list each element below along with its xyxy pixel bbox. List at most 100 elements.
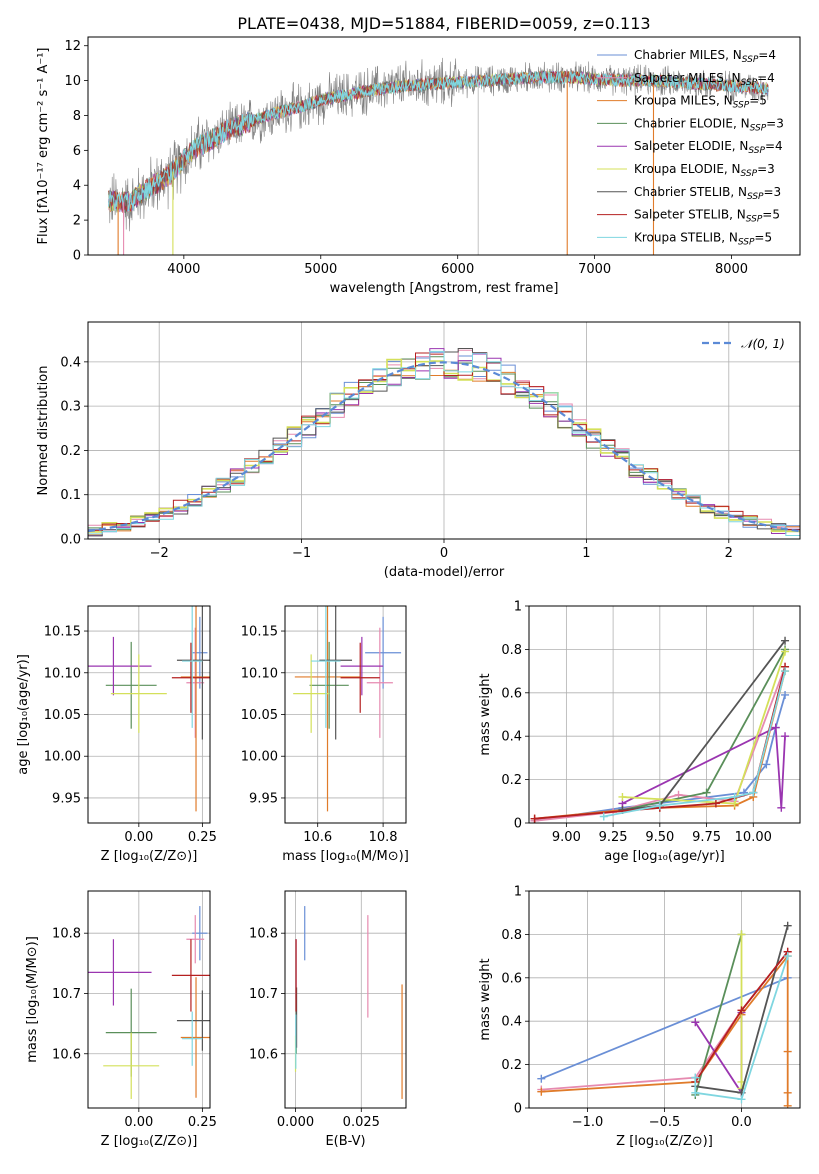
x-tick-label: −1 <box>292 546 311 561</box>
x-tick-label: 8000 <box>715 262 748 277</box>
x-tick-label: 9.00 <box>552 830 581 845</box>
y-axis-label: age [log₁₀(age/yr)] <box>16 654 31 775</box>
x-tick-label: −0.5 <box>649 1115 681 1130</box>
weight-marker <box>537 1074 546 1083</box>
weight-marker <box>749 788 758 797</box>
y-tick-label: 0.3 <box>60 400 81 415</box>
weight-marker <box>783 921 792 930</box>
plot-area <box>537 921 792 1108</box>
axes-frame <box>284 890 407 1109</box>
y-tick-label: 10.15 <box>241 625 278 640</box>
y-tick-label: 0.8 <box>501 928 522 943</box>
x-tick-label: 9.75 <box>692 830 721 845</box>
x-tick-label: 0.00 <box>124 830 153 845</box>
x-tick-label: 9.50 <box>645 830 674 845</box>
x-axis-label: Z [log₁₀(Z/Z⊙)] <box>101 849 198 864</box>
y-tick-label: 8 <box>73 109 81 124</box>
y-axis-label: mass weight <box>478 958 493 1040</box>
weight-marker <box>737 1095 746 1104</box>
weight-marker <box>618 792 627 801</box>
weight-marker <box>781 647 790 656</box>
weight-marker <box>781 636 790 645</box>
y-tick-label: 0.2 <box>60 444 81 459</box>
weight-marker <box>762 760 771 769</box>
axes-frame <box>528 605 801 824</box>
y-tick-label: 0 <box>514 1102 522 1117</box>
y-tick-label: 2 <box>73 214 81 229</box>
y-tick-label: 0.6 <box>501 971 522 986</box>
weight-marker <box>691 1088 700 1097</box>
weight-marker <box>674 790 683 799</box>
weight-marker <box>783 1101 792 1108</box>
y-tick-label: 0 <box>73 249 81 264</box>
axes-age_vs_Z: 0.00 0.25 9.95 10.00 10.05 10.10 10.15 Z [log₁₀… <box>16 605 217 864</box>
legend-entry: 𝒩(0, 1) <box>741 337 785 351</box>
plot-area <box>88 348 800 537</box>
weight-marker <box>781 667 790 676</box>
axes-weight_vs_age: 9.00 9.25 9.50 9.75 10.00 0 0.2 0.4 0.6 0.8 1 age [… <box>478 600 801 864</box>
y-tick-label: 0 <box>514 817 522 832</box>
x-tick-label: 0 <box>440 546 448 561</box>
x-tick-label: 0.000 <box>277 1115 314 1130</box>
y-axis-label: mass [log₁₀(M/M⊙)] <box>25 936 40 1063</box>
y-tick-label: 6 <box>73 144 81 159</box>
weight-marker <box>771 723 780 732</box>
y-tick-label: 1 <box>514 600 522 615</box>
x-axis-label: E(B-V) <box>325 1134 365 1149</box>
plot-area <box>293 606 402 812</box>
y-tick-label: 0.2 <box>501 773 522 788</box>
y-tick-label: 10.8 <box>249 927 278 942</box>
x-tick-label: 0.0 <box>731 1115 752 1130</box>
weight-marker <box>691 1073 700 1082</box>
x-tick-label: 2 <box>725 546 733 561</box>
x-tick-label: −2 <box>150 546 169 561</box>
x-tick-label: 5000 <box>304 262 337 277</box>
legend-entry: Kroupa MILES, NSSP=5 <box>634 94 767 111</box>
weight-marker <box>783 1088 792 1097</box>
x-tick-label: 10.8 <box>369 830 398 845</box>
weight-line <box>540 976 789 1080</box>
weight-line <box>694 934 743 1096</box>
legend-entry: Kroupa STELIB, NSSP=5 <box>634 230 772 247</box>
axes-frame <box>528 890 801 1109</box>
x-axis-label: Z [log₁₀(Z/Z⊙)] <box>616 1134 713 1149</box>
plot-area <box>530 636 790 823</box>
y-tick-label: 0.4 <box>501 730 522 745</box>
y-tick-label: 0.2 <box>501 1058 522 1073</box>
x-tick-label: 0.025 <box>343 1115 380 1130</box>
x-tick-label: 0.25 <box>188 830 217 845</box>
x-tick-label: 10.00 <box>735 830 772 845</box>
y-tick-label: 10.15 <box>44 625 81 640</box>
y-tick-label: 10.7 <box>249 987 278 1002</box>
x-axis-label: age [log₁₀(age/yr)] <box>604 849 725 864</box>
weight-marker <box>781 732 790 741</box>
y-tick-label: 9.95 <box>249 791 278 806</box>
axes-frame <box>87 890 211 1109</box>
weight-marker <box>783 952 792 961</box>
weight-marker <box>737 930 746 939</box>
weight-marker <box>777 803 786 812</box>
y-tick-label: 1 <box>514 885 522 900</box>
y-tick-label: 10.05 <box>241 708 278 723</box>
y-tick-label: 10.10 <box>241 666 278 681</box>
weight-line <box>694 955 789 1101</box>
weight-marker <box>783 1047 792 1056</box>
y-tick-label: 10.10 <box>44 666 81 681</box>
weight-marker <box>655 801 664 810</box>
legend-entry: Kroupa ELODIE, NSSP=3 <box>634 162 775 179</box>
histogram-line <box>88 350 800 536</box>
y-tick-label: 0.4 <box>60 355 81 370</box>
weight-marker <box>730 792 739 801</box>
y-tick-label: 10.8 <box>52 927 81 942</box>
weight-marker <box>537 1087 546 1096</box>
axes-frame <box>87 605 211 824</box>
axes-frame <box>87 36 801 256</box>
y-tick-label: 0.8 <box>501 643 522 658</box>
x-tick-label: −1.0 <box>572 1115 604 1130</box>
x-tick-label: 1 <box>582 546 590 561</box>
axes-age_vs_mass: 10.6 10.8 9.95 10.00 10.05 10.10 10.15 mass [lo… <box>241 605 409 864</box>
axes-weight_vs_Z: −1.0 −0.5 0.0 0 0.2 0.4 0.6 0.8 1 Z [log₁₀(Z/Z⊙)]… <box>478 885 801 1149</box>
weight-line <box>622 726 786 808</box>
legend-entry: Salpeter STELIB, NSSP=5 <box>634 208 780 225</box>
spectrum-model-line <box>108 69 769 212</box>
